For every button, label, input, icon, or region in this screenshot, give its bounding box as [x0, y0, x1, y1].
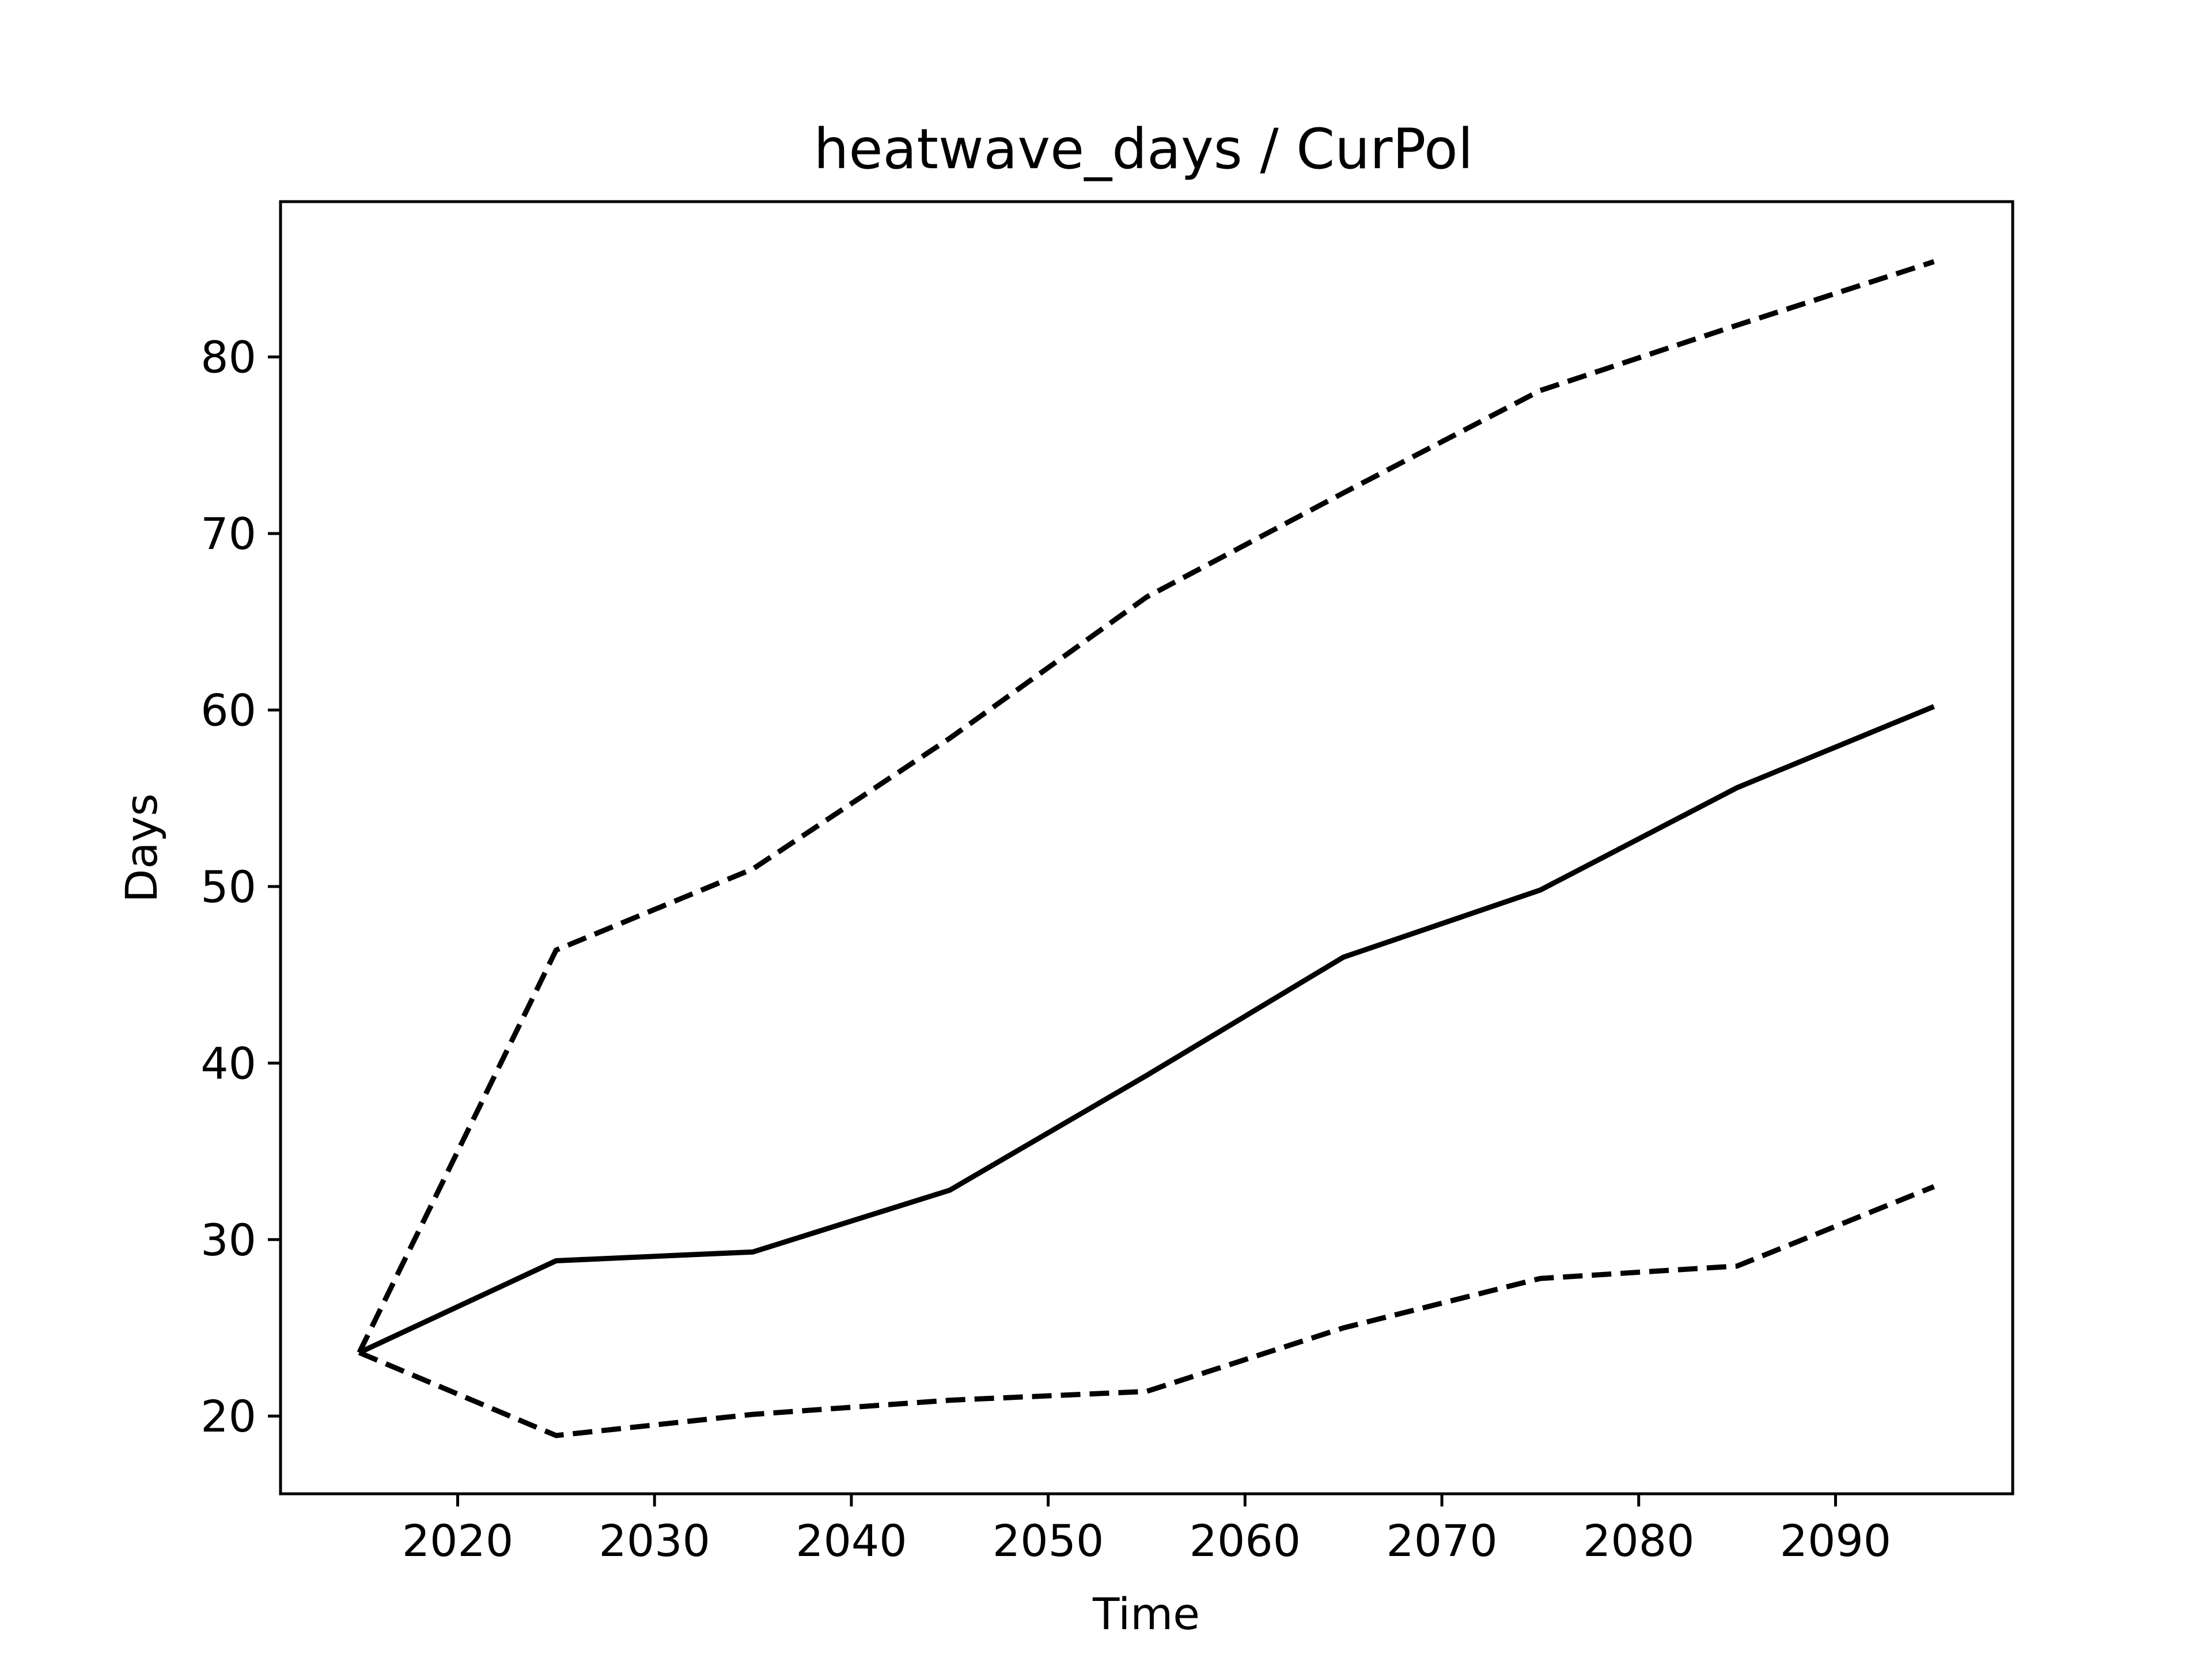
series-line-2: [357, 259, 1935, 1354]
y-tick-label: 30: [200, 1214, 256, 1266]
x-axis-ticks: 2020 2030 2040 2050 2060 2070 2080 2090: [402, 1494, 1891, 1566]
x-tick-label: 2080: [1583, 1515, 1694, 1566]
series-line-1: [358, 704, 1936, 1355]
series-line-3: [358, 1184, 1935, 1438]
x-tick-label: 2020: [402, 1515, 513, 1566]
plot-frame: [279, 200, 2014, 1496]
y-tick-label: 20: [200, 1391, 256, 1442]
x-axis-label: Time: [1092, 1588, 1200, 1640]
plot-lines: [357, 259, 1936, 1438]
y-tick-label: 40: [200, 1038, 256, 1089]
y-axis-ticks: 20 30 40 50 60 70 80: [200, 332, 281, 1442]
y-tick-label: 50: [200, 861, 256, 913]
x-tick-label: 2070: [1386, 1515, 1497, 1566]
x-tick-label: 2060: [1190, 1515, 1301, 1566]
y-axis-label: Days: [116, 793, 167, 903]
x-tick-label: 2090: [1780, 1515, 1891, 1566]
x-tick-label: 2030: [599, 1515, 710, 1566]
y-tick-label: 60: [200, 684, 256, 736]
y-tick-label: 80: [200, 332, 256, 383]
y-tick-label: 70: [200, 508, 256, 559]
chart-title: heatwave_days / CurPol: [814, 117, 1474, 181]
x-tick-label: 2050: [993, 1515, 1104, 1566]
x-tick-label: 2040: [796, 1515, 907, 1566]
